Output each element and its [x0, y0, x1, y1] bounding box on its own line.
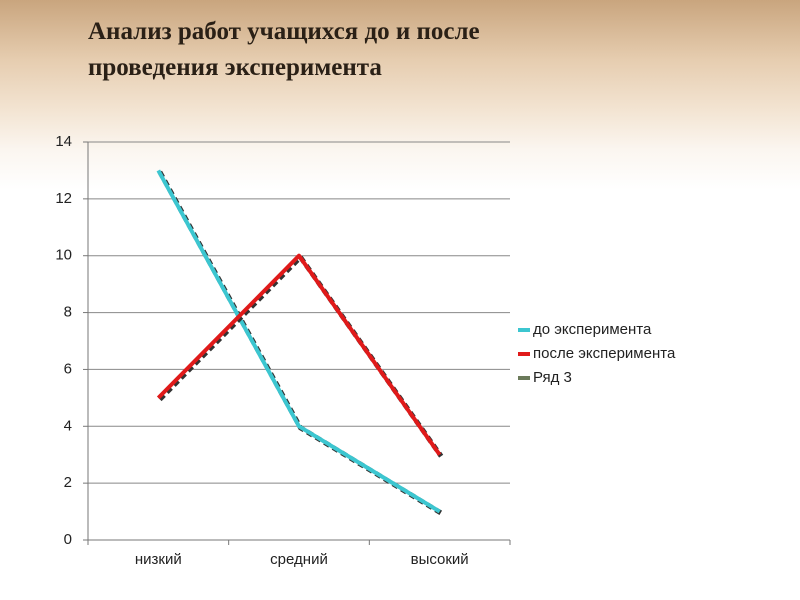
series-line — [156, 169, 441, 514]
x-tick-label: средний — [270, 551, 328, 568]
y-tick-label: 8 — [64, 304, 72, 321]
y-tick-label: 2 — [64, 474, 72, 491]
y-tick-label: 6 — [64, 360, 72, 377]
legend-label: после эксперимента — [533, 345, 676, 362]
series-line — [156, 253, 442, 456]
y-tick-label: 0 — [64, 531, 72, 548]
line-shadow — [157, 170, 443, 516]
y-tick-label: 12 — [55, 190, 72, 207]
legend-label: до эксперимента — [533, 321, 652, 338]
x-tick-label: высокий — [411, 551, 469, 568]
legend-label: Ряд 3 — [533, 369, 572, 386]
y-tick-label: 4 — [64, 417, 72, 434]
y-tick-label: 14 — [55, 133, 72, 150]
chart-title: Анализ работ учащихся до и после проведе… — [88, 18, 480, 81]
x-tick-label: низкий — [135, 551, 182, 568]
y-tick-label: 10 — [55, 247, 72, 264]
